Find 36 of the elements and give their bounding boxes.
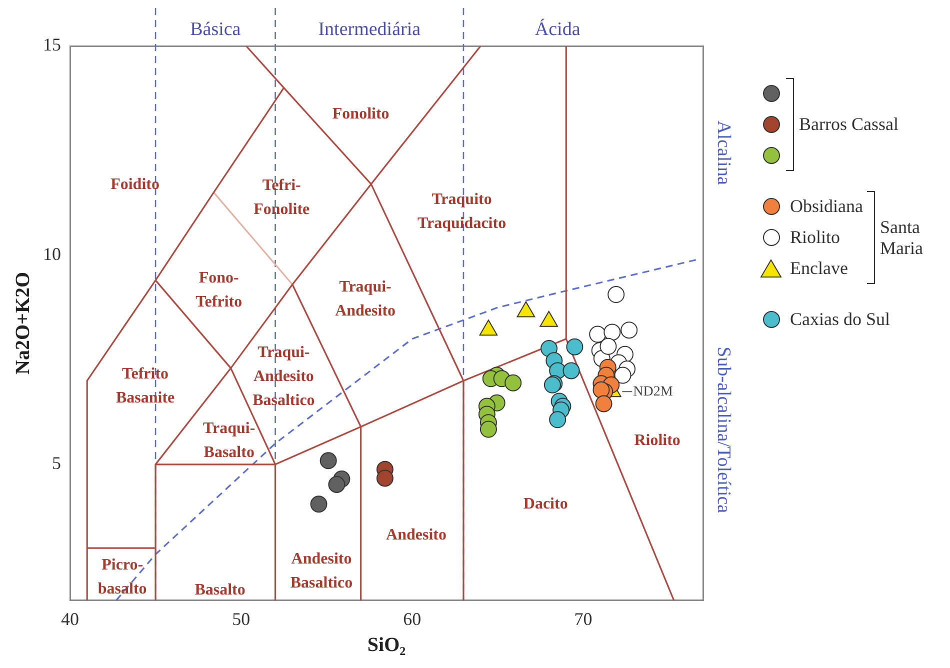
annotation: Fono- Tefrito xyxy=(196,269,242,310)
text: Ácida xyxy=(534,18,581,40)
annotation: Traqui- Andesito xyxy=(335,278,396,320)
x-axis-title: SiO₂ xyxy=(367,634,406,656)
x-tick-label: 50 xyxy=(232,608,250,629)
annotation: Dacito xyxy=(523,496,568,513)
x-tick-label: 40 xyxy=(61,608,79,629)
x-tick-label: 60 xyxy=(403,608,422,629)
y-tick-label: 15 xyxy=(43,34,61,55)
annotation: Foidito xyxy=(110,176,160,194)
text: Sub-alcalina/Toleítica xyxy=(713,346,734,514)
annotation: Riolito xyxy=(634,432,680,450)
legend-label: Enclave xyxy=(790,258,848,279)
text: Básica xyxy=(190,18,242,40)
annotation: Andesito xyxy=(386,526,446,544)
text: Barros Cassal xyxy=(799,114,898,135)
annotation: ND2M xyxy=(633,384,674,400)
legend-label: Obsidiana xyxy=(790,196,863,217)
annotation: Basalto xyxy=(194,582,246,598)
text: Intermediária xyxy=(318,18,422,40)
y-axis-title: Na2O+K2O xyxy=(12,272,34,374)
annotation: Andesito Basaltico xyxy=(290,550,353,592)
annotation: Traqui- Basalto xyxy=(203,420,256,462)
annotation: Tefri- Fonolite xyxy=(254,177,310,218)
text: Santa Maria xyxy=(880,216,924,258)
annotation: Picro- basalto xyxy=(98,556,147,598)
annotation: Traqui- Andesito Basaltico xyxy=(252,344,315,410)
y-tick-label: 5 xyxy=(52,453,61,474)
annotation: Traquito Traquidacito xyxy=(417,190,506,232)
legend-label: Caxias do Sul xyxy=(790,309,890,330)
y-tick-label: 10 xyxy=(43,244,61,264)
annotation: Tefrito Basanite xyxy=(116,366,175,407)
legend-label: Riolito xyxy=(790,227,840,248)
x-tick-label: 70 xyxy=(574,608,592,629)
annotation: Fonolito xyxy=(332,105,390,122)
text: Alcalina xyxy=(713,120,734,186)
